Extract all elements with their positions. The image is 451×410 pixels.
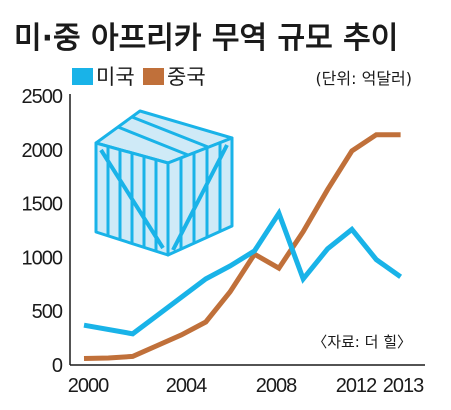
- legend-swatch-usa: [72, 68, 93, 85]
- legend-swatch-china: [143, 68, 164, 85]
- y-tick-labels: 0 500 1000 1500 2000 2500: [22, 86, 64, 377]
- series-line-china: [83, 132, 401, 361]
- x-tick-labels: 2000 2004 2008 2012 2013: [68, 375, 425, 397]
- series-line-usa: [83, 207, 403, 337]
- legend-label-usa: 미국: [96, 65, 135, 89]
- x-tick-label: 2013: [383, 375, 424, 397]
- x-tick-label: 2008: [256, 375, 297, 397]
- y-tick-label: 0: [52, 355, 63, 377]
- axes: [69, 94, 425, 366]
- y-tick-label: 1000: [22, 247, 63, 269]
- y-tick-label: 500: [32, 301, 63, 323]
- y-tick-label: 2000: [22, 140, 63, 162]
- crate-illustration: [94, 109, 234, 257]
- y-tick-label: 2500: [22, 86, 63, 108]
- legend: 미국 중국: [72, 65, 206, 89]
- y-tick-label: 1500: [22, 194, 63, 216]
- legend-label-china: 중국: [167, 65, 206, 89]
- chart-title: 미·중 아프리카 무역 규모 추이: [14, 21, 398, 56]
- unit-note: (단위: 억달러): [315, 69, 412, 88]
- source-note: 〈자료: 더 힐〉: [312, 333, 412, 351]
- x-tick-label: 2000: [68, 375, 109, 397]
- x-tick-label: 2012: [336, 375, 377, 397]
- x-tick-label: 2004: [166, 375, 207, 397]
- series-lines: [83, 132, 403, 361]
